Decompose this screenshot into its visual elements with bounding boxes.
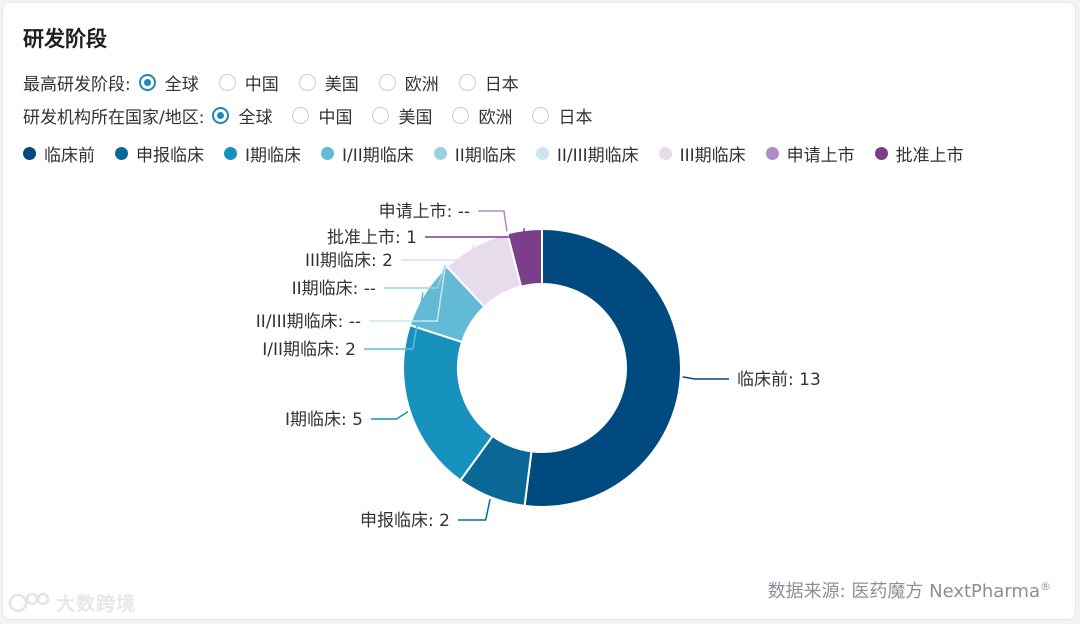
filter-highest-stage: 最高研发阶段: 全球 中国 美国 欧洲 日本 — [23, 70, 539, 95]
data-label: 申请上市: -- — [379, 202, 470, 222]
donut-slice[interactable] — [506, 227, 543, 288]
legend-label: I/II期临床 — [342, 146, 414, 166]
radio-button-icon[interactable] — [292, 107, 310, 124]
filter-option[interactable]: 日本 — [458, 70, 519, 95]
filter-institution-region: 研发机构所在国家/地区: 全球 中国 美国 欧洲 日本 — [23, 103, 612, 128]
filter-option-label: 全球 — [238, 108, 273, 128]
legend-label: 申请上市 — [786, 146, 855, 166]
legend-dot-icon — [23, 147, 36, 160]
legend-item[interactable]: I期临床 — [224, 141, 301, 166]
registered-mark: ® — [1040, 580, 1051, 593]
leader-line — [458, 498, 491, 521]
legend-dot-icon — [115, 147, 128, 160]
filter-option[interactable]: 日本 — [532, 103, 592, 128]
legend-dot-icon — [224, 147, 237, 160]
filter-option-label: 中国 — [244, 75, 279, 95]
radio-button-icon[interactable] — [372, 107, 390, 124]
donut-chart: 临床前: 13 申报临床: 2 I期临床: 5 I/II期临床: 2 II/III期临床… — [256, 202, 821, 531]
legend-dot-icon — [321, 147, 335, 160]
leader-line — [371, 410, 409, 420]
data-label: 批准上市: 1 — [327, 228, 417, 248]
chart-legend: 临床前 申报临床 I期临床 I/II期临床 II期临床 II/III期临床 III期临床 申请… — [23, 141, 984, 166]
filter-option[interactable]: 全球 — [138, 70, 199, 95]
filter-option-label: 日本 — [484, 75, 519, 95]
leader-line — [364, 292, 424, 350]
filter-option-label: 中国 — [318, 108, 353, 128]
legend-label: 申报临床 — [136, 146, 204, 166]
legend-item[interactable]: 申报临床 — [115, 141, 204, 166]
filter-option-label: 美国 — [324, 75, 359, 95]
leader-line — [478, 210, 508, 232]
radio-button-icon[interactable] — [452, 107, 470, 124]
legend-item[interactable]: 申请上市 — [765, 141, 855, 166]
radio-button-icon[interactable] — [378, 74, 396, 91]
leader-line — [384, 264, 447, 289]
legend-dot-icon — [535, 147, 549, 160]
legend-item[interactable]: 临床前 — [23, 141, 95, 166]
legend-label: II期临床 — [454, 146, 516, 166]
data-label: I/II期临床: 2 — [262, 340, 356, 360]
data-label: II期临床: -- — [292, 279, 376, 299]
legend-label: 临床前 — [44, 146, 95, 166]
filter-option[interactable]: 欧洲 — [378, 70, 439, 95]
legend-label: II/III期临床 — [556, 146, 639, 166]
filter-label: 最高研发阶段: — [23, 75, 131, 95]
legend-label: 批准上市 — [895, 146, 964, 166]
data-label: 申报临床: 2 — [360, 511, 450, 531]
data-label: III期临床: 2 — [305, 251, 393, 271]
chart-title: 研发阶段 — [23, 27, 107, 51]
filter-option-label: 日本 — [558, 108, 593, 128]
legend-item[interactable]: II期临床 — [433, 141, 516, 166]
leader-line — [401, 244, 475, 261]
leader-line — [369, 265, 447, 322]
filter-option[interactable]: 中国 — [218, 70, 279, 95]
data-label: I期临床: 5 — [285, 410, 363, 430]
filter-option[interactable]: 欧洲 — [452, 103, 512, 128]
legend-dot-icon — [658, 147, 672, 160]
legend-label: III期临床 — [679, 146, 746, 166]
filter-option-label: 欧洲 — [478, 108, 513, 128]
radio-button-icon[interactable] — [458, 74, 476, 91]
radio-button-icon[interactable] — [218, 74, 236, 91]
data-source: 数据来源: 医药魔方 NextPharma® — [768, 577, 1051, 603]
data-source-text: 数据来源: 医药魔方 NextPharma — [767, 581, 1040, 602]
filter-option-label: 全球 — [164, 75, 199, 95]
donut-slice[interactable] — [523, 227, 682, 508]
filter-label: 研发机构所在国家/地区: — [23, 108, 205, 128]
data-label: 临床前: 13 — [737, 370, 821, 390]
radio-button-icon[interactable] — [138, 74, 156, 91]
filter-option-label: 美国 — [398, 108, 433, 128]
filter-option[interactable]: 中国 — [292, 103, 352, 128]
legend-dot-icon — [874, 147, 888, 160]
radio-button-icon[interactable] — [298, 74, 316, 91]
filter-option[interactable]: 美国 — [372, 103, 432, 128]
data-label: II/III期临床: -- — [256, 312, 361, 332]
legend-item[interactable]: II/III期临床 — [535, 141, 639, 166]
leader-line — [425, 227, 526, 238]
legend-dot-icon — [765, 147, 779, 160]
watermark: 大数跨境 — [8, 589, 136, 616]
radio-button-icon[interactable] — [532, 107, 550, 124]
filter-option[interactable]: 美国 — [298, 70, 359, 95]
watermark-logo-icon — [8, 592, 50, 612]
watermark-text: 大数跨境 — [56, 593, 137, 615]
legend-item[interactable]: 批准上市 — [874, 141, 964, 166]
filter-option[interactable]: 全球 — [212, 103, 272, 128]
radio-button-icon[interactable] — [212, 107, 230, 124]
legend-dot-icon — [433, 147, 447, 160]
legend-item[interactable]: III期临床 — [658, 141, 746, 166]
legend-label: I期临床 — [245, 146, 302, 166]
leader-line — [682, 376, 729, 380]
legend-item[interactable]: I/II期临床 — [321, 141, 414, 166]
filter-option-label: 欧洲 — [404, 75, 439, 95]
